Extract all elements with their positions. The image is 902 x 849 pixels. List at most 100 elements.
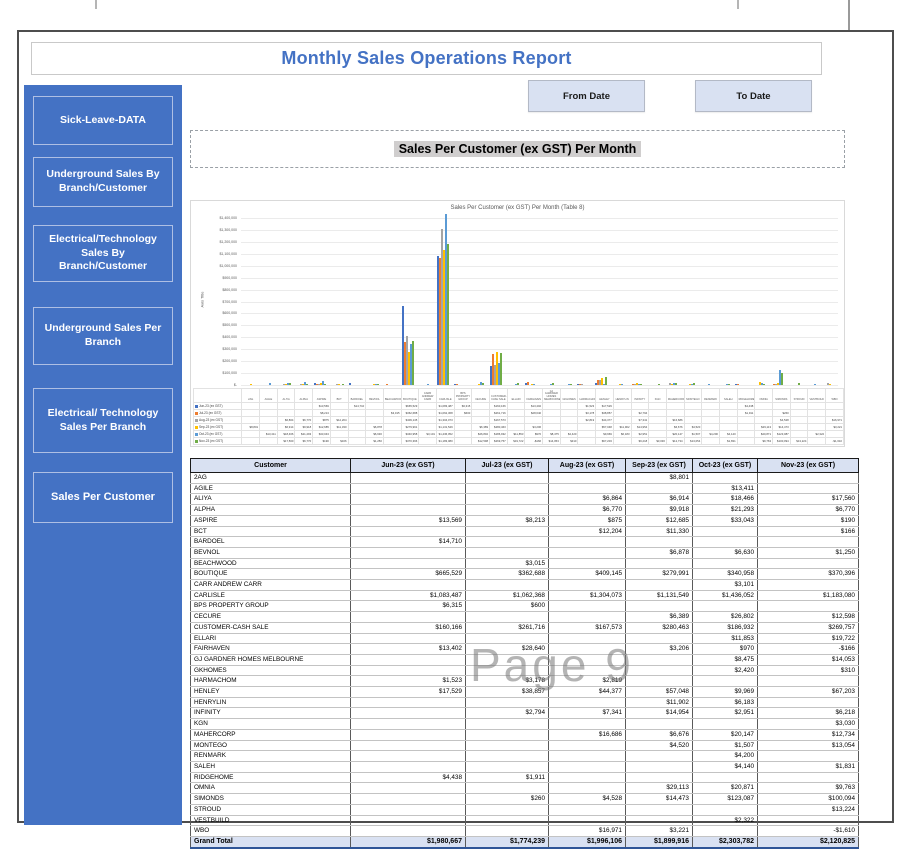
value-cell[interactable]	[350, 579, 466, 591]
column-header[interactable]: Sep-23 (ex GST)	[625, 458, 693, 473]
value-cell[interactable]	[350, 782, 466, 795]
value-cell[interactable]: $6,183	[692, 697, 758, 709]
value-cell[interactable]	[350, 526, 466, 538]
customer-cell[interactable]: FAIRHAVEN	[190, 643, 351, 655]
value-cell[interactable]	[465, 611, 549, 623]
customer-cell[interactable]: ASPIRE	[190, 515, 351, 527]
value-cell[interactable]	[625, 815, 693, 827]
value-cell[interactable]	[625, 536, 693, 548]
value-cell[interactable]	[625, 750, 693, 762]
column-header[interactable]: Customer	[190, 458, 351, 473]
sidebar-item-sick-leave-data[interactable]: Sick-Leave-DATA	[33, 96, 173, 145]
value-cell[interactable]: $6,218	[757, 707, 859, 720]
value-cell[interactable]	[350, 697, 466, 709]
value-cell[interactable]	[350, 611, 466, 623]
value-cell[interactable]	[548, 633, 626, 645]
value-cell[interactable]: $20,871	[692, 782, 758, 795]
grand-total-cell[interactable]: $1,980,667	[350, 835, 466, 849]
value-cell[interactable]: $2,819	[548, 675, 626, 688]
value-cell[interactable]: $20,147	[692, 729, 758, 741]
value-cell[interactable]: $3,030	[757, 718, 859, 730]
value-cell[interactable]	[548, 654, 626, 666]
value-cell[interactable]: $14,710	[350, 536, 466, 548]
value-cell[interactable]	[625, 718, 693, 730]
value-cell[interactable]	[625, 654, 693, 666]
value-cell[interactable]: $362,688	[465, 568, 549, 581]
value-cell[interactable]: $11,902	[625, 697, 693, 709]
value-cell[interactable]: $6,770	[548, 504, 626, 516]
value-cell[interactable]: $13,402	[350, 643, 466, 655]
value-cell[interactable]: $166	[757, 526, 859, 538]
value-cell[interactable]	[465, 633, 549, 645]
value-cell[interactable]	[625, 761, 693, 773]
value-cell[interactable]: $4,140	[692, 761, 758, 773]
value-cell[interactable]: $3,015	[465, 558, 549, 570]
sidebar-item-sales-per-customer[interactable]: Sales Per Customer	[33, 472, 173, 523]
value-cell[interactable]: $3,206	[625, 643, 693, 655]
value-cell[interactable]: $4,520	[625, 740, 693, 752]
value-cell[interactable]: $2,420	[692, 665, 758, 677]
value-cell[interactable]	[350, 654, 466, 666]
value-cell[interactable]: $12,685	[625, 515, 693, 527]
value-cell[interactable]: $8,475	[692, 654, 758, 666]
customer-cell[interactable]: HENLEY	[190, 686, 351, 698]
value-cell[interactable]: $370,396	[757, 568, 859, 581]
value-cell[interactable]	[548, 611, 626, 623]
value-cell[interactable]: $2,951	[692, 707, 758, 720]
value-cell[interactable]	[350, 504, 466, 516]
value-cell[interactable]: $19,722	[757, 633, 859, 645]
customer-cell[interactable]: CUSTOMER-CASH SALE	[190, 622, 351, 634]
value-cell[interactable]	[625, 483, 693, 495]
customer-cell[interactable]: MONTEGO	[190, 740, 351, 752]
column-header[interactable]: Oct-23 (ex GST)	[692, 458, 758, 473]
customer-cell[interactable]: HENRYLIN	[190, 697, 351, 709]
customer-cell[interactable]: BCT	[190, 526, 351, 538]
customer-cell[interactable]: ALPHA	[190, 504, 351, 516]
value-cell[interactable]: -$1,610	[757, 825, 859, 837]
value-cell[interactable]: $1,436,052	[692, 590, 758, 602]
value-cell[interactable]	[465, 729, 549, 741]
value-cell[interactable]	[548, 600, 626, 613]
value-cell[interactable]: $13,569	[350, 515, 466, 527]
value-cell[interactable]: $1,183,080	[757, 590, 859, 602]
value-cell[interactable]	[350, 633, 466, 645]
customer-cell[interactable]: BPS PROPERTY GROUP	[190, 600, 351, 613]
value-cell[interactable]	[350, 483, 466, 495]
customer-cell[interactable]: AGILE	[190, 483, 351, 495]
customer-cell[interactable]: STROUD	[190, 804, 351, 816]
value-cell[interactable]: $38,857	[465, 686, 549, 698]
value-cell[interactable]	[465, 579, 549, 591]
grand-total-cell[interactable]: $1,899,916	[625, 835, 693, 849]
value-cell[interactable]: $14,954	[625, 707, 693, 720]
customer-cell[interactable]: CECURE	[190, 611, 351, 623]
value-cell[interactable]	[350, 815, 466, 827]
value-cell[interactable]	[548, 697, 626, 709]
customer-cell[interactable]: GJ GARDNER HOMES MELBOURNE	[190, 654, 351, 666]
customer-cell[interactable]: WBO	[190, 825, 351, 837]
value-cell[interactable]	[757, 600, 859, 613]
value-cell[interactable]	[757, 772, 859, 784]
customer-cell[interactable]: BEACHWOOD	[190, 558, 351, 570]
value-cell[interactable]	[548, 472, 626, 484]
value-cell[interactable]	[548, 665, 626, 677]
value-cell[interactable]: $160,166	[350, 622, 466, 634]
value-cell[interactable]	[625, 665, 693, 677]
value-cell[interactable]: $67,203	[757, 686, 859, 698]
value-cell[interactable]: $340,958	[692, 568, 758, 581]
value-cell[interactable]	[465, 547, 549, 559]
value-cell[interactable]: $1,304,073	[548, 590, 626, 602]
grand-total-cell[interactable]: $1,996,106	[548, 835, 626, 849]
value-cell[interactable]	[757, 750, 859, 762]
sidebar-item-underground-sales-by-branch-customer[interactable]: Underground Sales By Branch/Customer	[33, 157, 173, 207]
value-cell[interactable]: $4,528	[548, 793, 626, 805]
customer-cell[interactable]: KGN	[190, 718, 351, 730]
value-cell[interactable]: $6,770	[757, 504, 859, 516]
value-cell[interactable]	[465, 472, 549, 484]
value-cell[interactable]	[350, 547, 466, 559]
value-cell[interactable]: $16,686	[548, 729, 626, 741]
customer-cell[interactable]: CARR ANDREW CARR	[190, 579, 351, 591]
grand-total-cell[interactable]: $2,303,782	[692, 835, 758, 849]
value-cell[interactable]: $4,438	[350, 772, 466, 784]
value-cell[interactable]	[548, 558, 626, 570]
value-cell[interactable]	[757, 697, 859, 709]
